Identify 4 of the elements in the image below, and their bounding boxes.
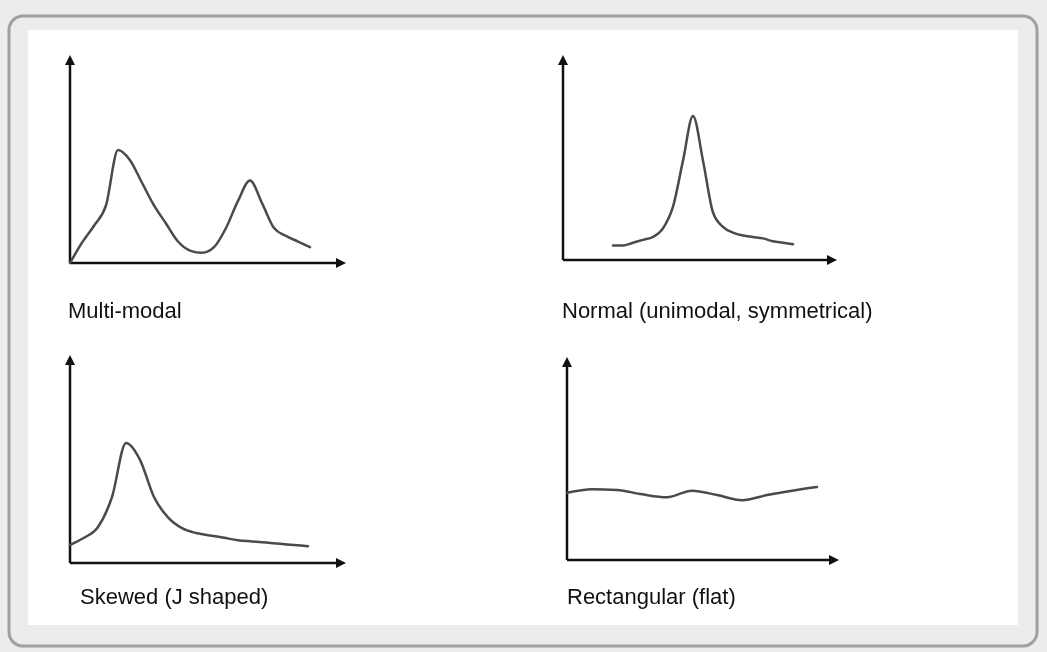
text: Normal (unimodal, symmetrical) — [562, 298, 873, 323]
text: Multi-modal — [68, 298, 182, 323]
text: Skewed (J shaped) — [80, 584, 269, 609]
text: Rectangular (flat) — [567, 584, 736, 609]
